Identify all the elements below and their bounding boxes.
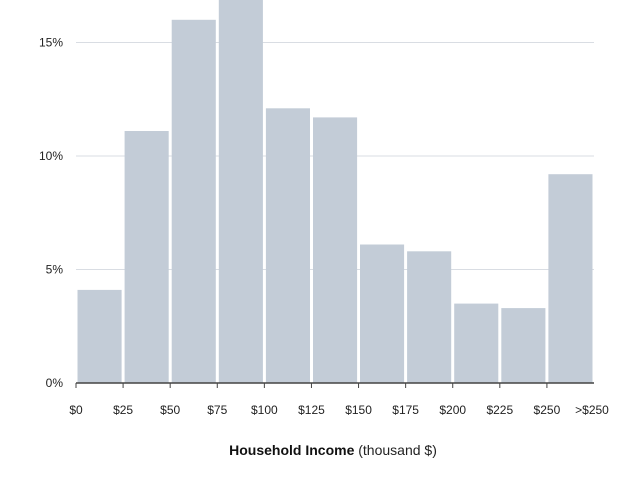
- bars: [77, 0, 593, 384]
- x-axis-title-rest: (thousand $): [354, 442, 437, 458]
- y-tick-label: 0%: [46, 376, 64, 390]
- bar: [501, 308, 546, 383]
- bar: [360, 244, 405, 383]
- x-tick-label: $75: [207, 403, 227, 417]
- x-axis-title-bold: Household Income: [229, 442, 354, 458]
- x-tick-label: $50: [160, 403, 180, 417]
- x-tick-label: >$250: [575, 403, 609, 417]
- bar: [407, 251, 452, 383]
- x-tick-label: $25: [113, 403, 133, 417]
- y-tick-label: 10%: [39, 149, 63, 163]
- bar: [454, 303, 499, 383]
- x-tick-label: $150: [345, 403, 372, 417]
- bar: [265, 108, 310, 384]
- x-tick-label: $250: [534, 403, 561, 417]
- x-tick-label: $225: [486, 403, 513, 417]
- bar: [124, 131, 169, 383]
- y-tick-label: 5%: [46, 263, 64, 277]
- x-axis: [75, 382, 594, 388]
- x-tick-label: $0: [69, 403, 83, 417]
- x-axis-title: Household Income (thousand $): [229, 442, 437, 458]
- bar: [218, 0, 263, 383]
- x-tick-label: $200: [439, 403, 466, 417]
- bar: [77, 289, 122, 383]
- y-tick-label: 15%: [39, 36, 63, 50]
- bar: [171, 19, 216, 384]
- x-tick-labels: $0 $25 $50 $75 $100 $125 $150 $175 $200 $225 $250 >…: [69, 403, 609, 417]
- bar: [313, 117, 358, 384]
- y-tick-labels: 0% 5% 10% 15%: [39, 36, 63, 391]
- bar: [548, 174, 593, 383]
- x-tick-label: $175: [392, 403, 419, 417]
- x-tick-label: $100: [251, 403, 278, 417]
- x-tick-label: $125: [298, 403, 325, 417]
